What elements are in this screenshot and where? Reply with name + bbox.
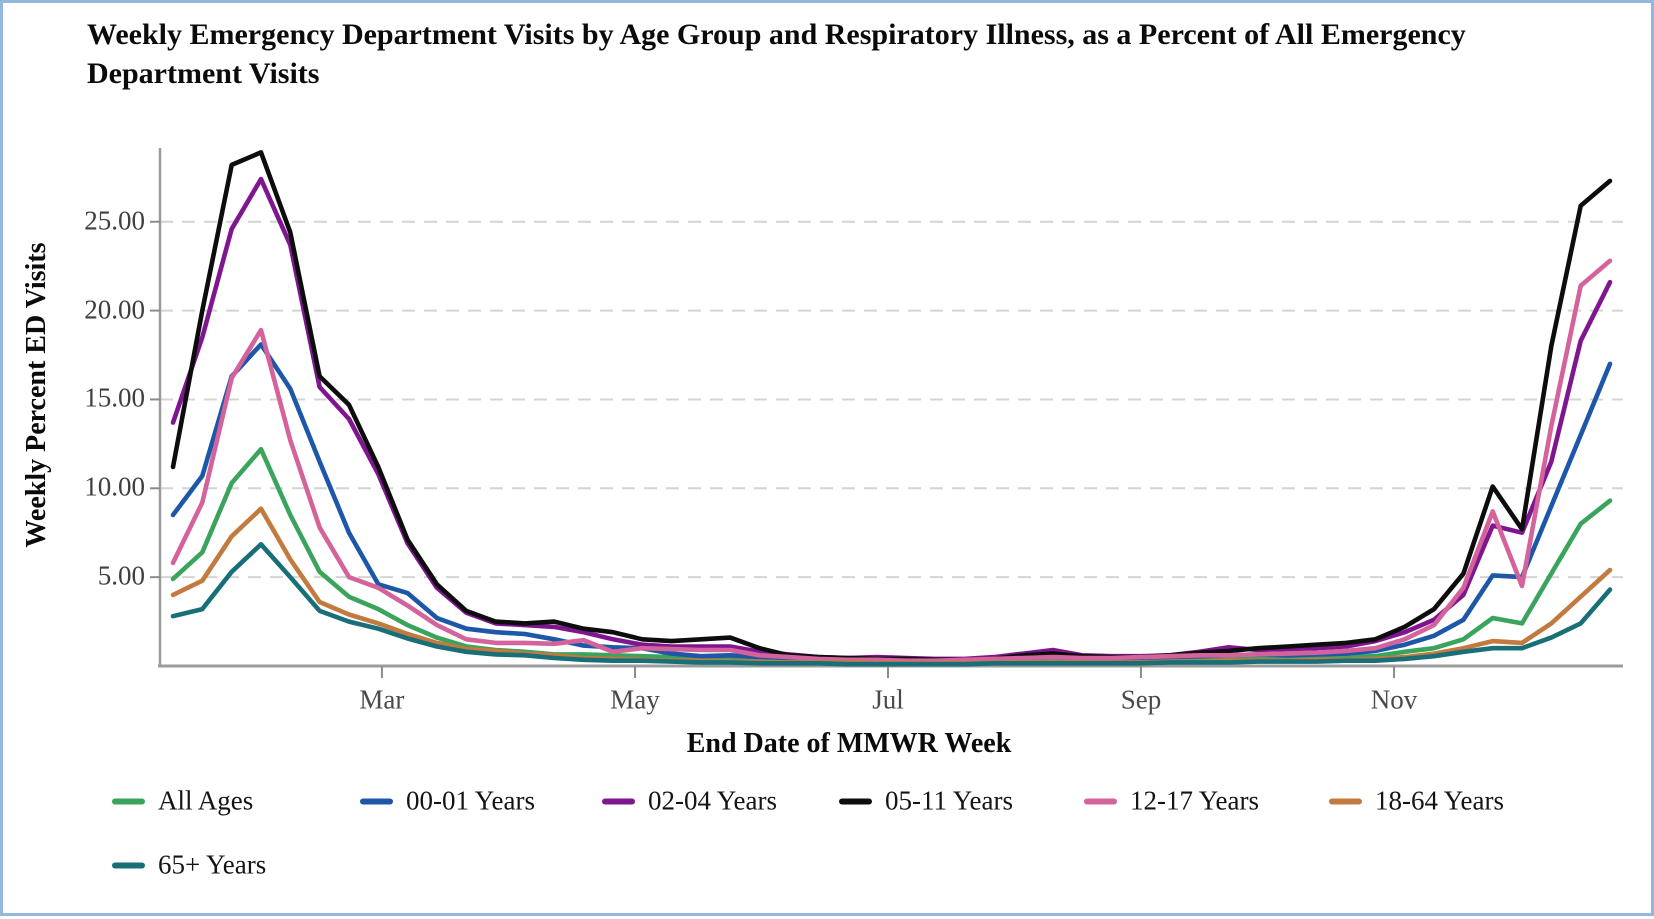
legend-item-label: 65+ Years — [158, 849, 267, 880]
x-tick-label: Mar — [359, 684, 405, 715]
legend-item-65-years: 65+ Years — [112, 850, 266, 881]
y-tick-label: 5.00 — [97, 560, 145, 591]
x-tick-label: Nov — [1370, 684, 1418, 715]
chart-title: Weekly Emergency Department Visits by Ag… — [87, 18, 1466, 90]
legend-item-label: 18-64 Years — [1375, 785, 1505, 816]
legend-item-12-17-years: 12-17 Years — [1084, 786, 1259, 817]
y-tick-label: 15.00 — [84, 382, 145, 413]
x-tick-label: Jul — [872, 684, 904, 715]
x-tick-label: May — [610, 684, 660, 715]
legend-swatch-icon — [112, 798, 145, 804]
legend-item-label: 00-01 Years — [406, 785, 536, 816]
x-axis-title: End Date of MMWR Week — [686, 728, 1012, 759]
legend-swatch-icon — [1084, 798, 1117, 804]
y-tick-label: 25.00 — [84, 205, 145, 236]
legend-item-label: All Ages — [158, 785, 254, 816]
legend-swatch-icon — [112, 862, 145, 868]
chart-canvas — [150, 148, 1623, 678]
legend-item-00-01-years: 00-01 Years — [360, 786, 535, 817]
series-line-12-17-years — [170, 258, 1613, 664]
legend-swatch-icon — [360, 798, 393, 804]
legend-item-02-04-years: 02-04 Years — [602, 786, 777, 817]
legend-item-all-ages: All Ages — [112, 786, 253, 817]
legend-item-label: 05-11 Years — [885, 785, 1013, 816]
series-line-65-years — [170, 541, 1613, 667]
legend-item-18-64-years: 18-64 Years — [1329, 786, 1504, 817]
legend-swatch-icon — [839, 798, 872, 804]
legend-swatch-icon — [602, 798, 635, 804]
y-tick-label: 10.00 — [84, 471, 145, 502]
legend-item-05-11-years: 05-11 Years — [839, 786, 1013, 817]
legend-item-label: 02-04 Years — [648, 785, 778, 816]
legend-item-label: 12-17 Years — [1130, 785, 1260, 816]
y-tick-label: 20.00 — [84, 293, 145, 324]
series-line-05-11-years — [170, 150, 1613, 663]
x-tick-label: Sep — [1120, 684, 1162, 715]
legend-swatch-icon — [1329, 798, 1362, 804]
